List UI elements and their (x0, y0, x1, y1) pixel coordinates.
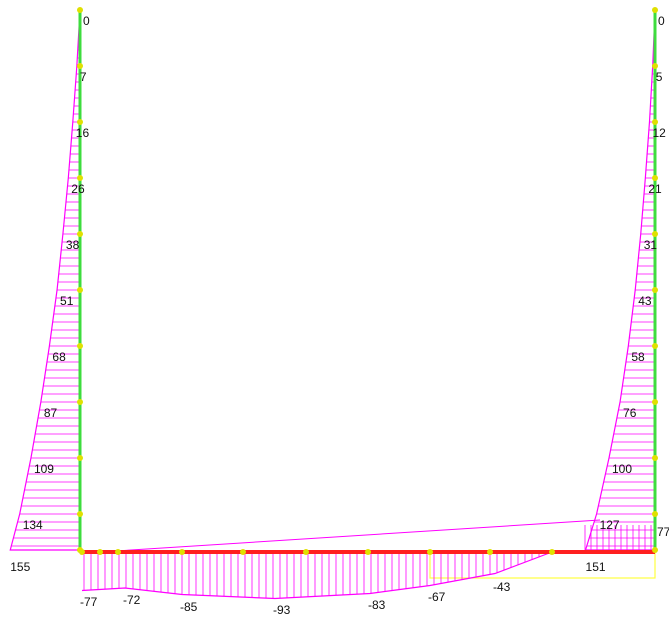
node (77, 7, 83, 13)
node (77, 119, 83, 125)
node (115, 549, 121, 555)
moment-label: 16 (76, 126, 90, 140)
moment-label: 58 (631, 350, 645, 364)
moment-label: 87 (44, 406, 58, 420)
node (652, 287, 658, 293)
moment-label: 43 (638, 294, 652, 308)
moment-label: -72 (123, 593, 141, 607)
node (303, 549, 309, 555)
node (652, 63, 658, 69)
moment-label: 5 (656, 70, 663, 84)
moment-label: 109 (34, 462, 54, 476)
moment-label: 51 (60, 294, 74, 308)
moment-label: 0 (83, 14, 90, 28)
node (79, 549, 85, 555)
moment-label: 151 (586, 560, 606, 574)
node (77, 511, 83, 517)
moment-label: 127 (600, 518, 620, 532)
node (652, 119, 658, 125)
node (652, 175, 658, 181)
node (77, 343, 83, 349)
node (652, 547, 658, 553)
node (652, 455, 658, 461)
node (487, 549, 493, 555)
slab-top-envelope (99, 519, 601, 553)
labels: 0 7 16 26 38 51 68 87 109 134 155 0 5 12 21 31 43 58 76 100… (10, 7, 669, 617)
node (427, 549, 433, 555)
moment-label: 76 (623, 406, 637, 420)
node (97, 549, 103, 555)
moment-label: 31 (644, 238, 658, 252)
node (77, 399, 83, 405)
node (77, 455, 83, 461)
node (549, 549, 555, 555)
moment-label: -93 (273, 603, 291, 617)
moment-label: 134 (23, 518, 43, 532)
node (652, 343, 658, 349)
moment-label: 7 (80, 70, 87, 84)
end-label: 77 (657, 525, 669, 539)
node (77, 231, 83, 237)
moment-label: -43 (493, 580, 511, 594)
moment-label: 26 (71, 182, 85, 196)
node (652, 231, 658, 237)
moment-label: 155 (10, 560, 30, 574)
moment-label: 21 (648, 182, 662, 196)
moment-label: 38 (66, 238, 80, 252)
diagram-fill (9, 9, 656, 600)
node (652, 399, 658, 405)
moment-label: -85 (180, 600, 198, 614)
node (652, 7, 658, 13)
moment-label: 100 (612, 462, 632, 476)
node (77, 63, 83, 69)
moment-label: 68 (52, 350, 66, 364)
node (652, 511, 658, 517)
moment-label: -67 (428, 590, 446, 604)
slab-outline (81, 551, 553, 600)
diagram-outline (9, 9, 81, 551)
node (77, 287, 83, 293)
node (179, 549, 185, 555)
moment-label: 12 (652, 126, 666, 140)
node (240, 549, 246, 555)
node (77, 175, 83, 181)
moment-label: -77 (80, 595, 98, 609)
node (365, 549, 371, 555)
moment-label: -83 (368, 598, 386, 612)
moment-label: 0 (658, 14, 665, 28)
